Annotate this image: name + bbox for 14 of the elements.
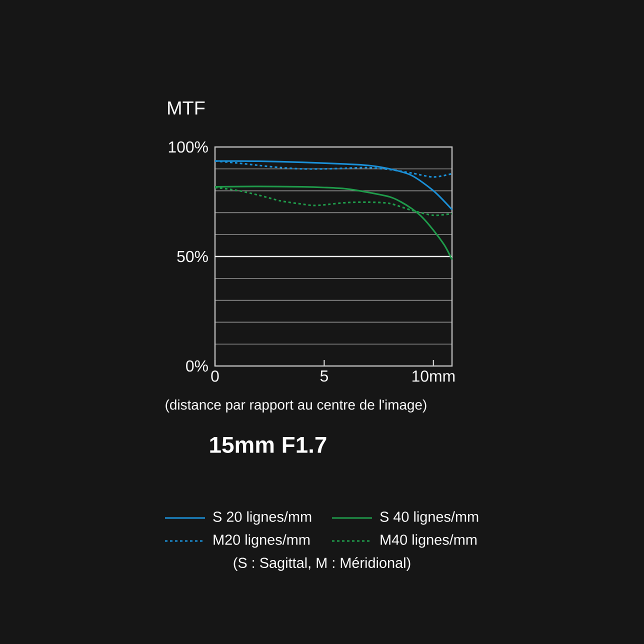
x-tick-label: 5 xyxy=(320,370,328,382)
x-axis-title: (distance par rapport au centre de l'image) xyxy=(166,399,426,412)
y-axis-title: MTF xyxy=(168,101,205,115)
text: (S : Sagittal, M : Méridional) xyxy=(234,557,410,571)
legend-label: M40 lignes/mm xyxy=(380,534,476,548)
x-tick-label: 0 xyxy=(211,370,219,382)
x-tick-label: 10mm xyxy=(412,370,455,382)
y-tick-label: 50% xyxy=(177,250,208,262)
legend-label: M20 lignes/mm xyxy=(214,534,310,548)
legend-label: S 20 lignes/mm xyxy=(213,511,312,525)
legend-label: S 40 lignes/mm xyxy=(380,511,478,525)
text: 15mm F1.7 xyxy=(210,437,326,453)
y-tick-label: 100% xyxy=(168,141,208,153)
y-tick-label: 0% xyxy=(186,360,208,372)
